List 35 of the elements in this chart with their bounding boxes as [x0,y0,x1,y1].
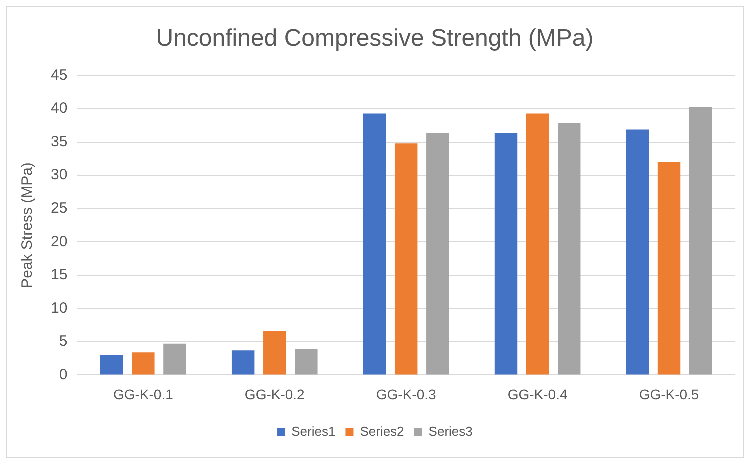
bar [264,331,286,375]
bar [494,133,518,375]
bar [164,344,186,375]
y-tick-label: 10 [50,300,68,317]
y-tick-label: 15 [50,266,68,284]
bar [658,162,681,375]
x-tick-label: GG-K-0.5 [639,386,700,402]
x-tick-label: GG-K-0.3 [376,386,437,402]
y-tick-label: 20 [50,233,68,250]
y-tick-label: 35 [50,133,68,150]
bar [363,114,386,375]
x-tick-label: GG-K-0.4 [508,386,568,402]
bar [394,144,418,375]
y-tick-label: 25 [50,200,68,218]
bar [426,133,450,375]
bar [689,107,712,375]
legend-label: Series3 [428,424,473,440]
legend-label: Series1 [292,424,336,440]
y-tick-label: 45 [50,66,68,84]
y-tick-label: 30 [50,166,68,184]
x-tick-label: GG-K-0.1 [113,386,174,402]
y-tick-label: 40 [50,100,68,118]
legend-label: Series2 [360,424,404,440]
bar [232,350,255,375]
bar [100,355,124,375]
bar [132,352,155,375]
bar [295,349,318,375]
bar [558,123,581,375]
bar [526,114,550,375]
chart-title: Unconfined Compressive Strength (MPa) [156,25,594,52]
y-tick-label: 0 [59,366,68,384]
x-tick-label: GG-K-0.2 [244,386,306,402]
bar [626,130,650,375]
y-tick-label: 5 [59,333,68,350]
y-axis-title: Peak Stress (MPa) [19,162,36,288]
